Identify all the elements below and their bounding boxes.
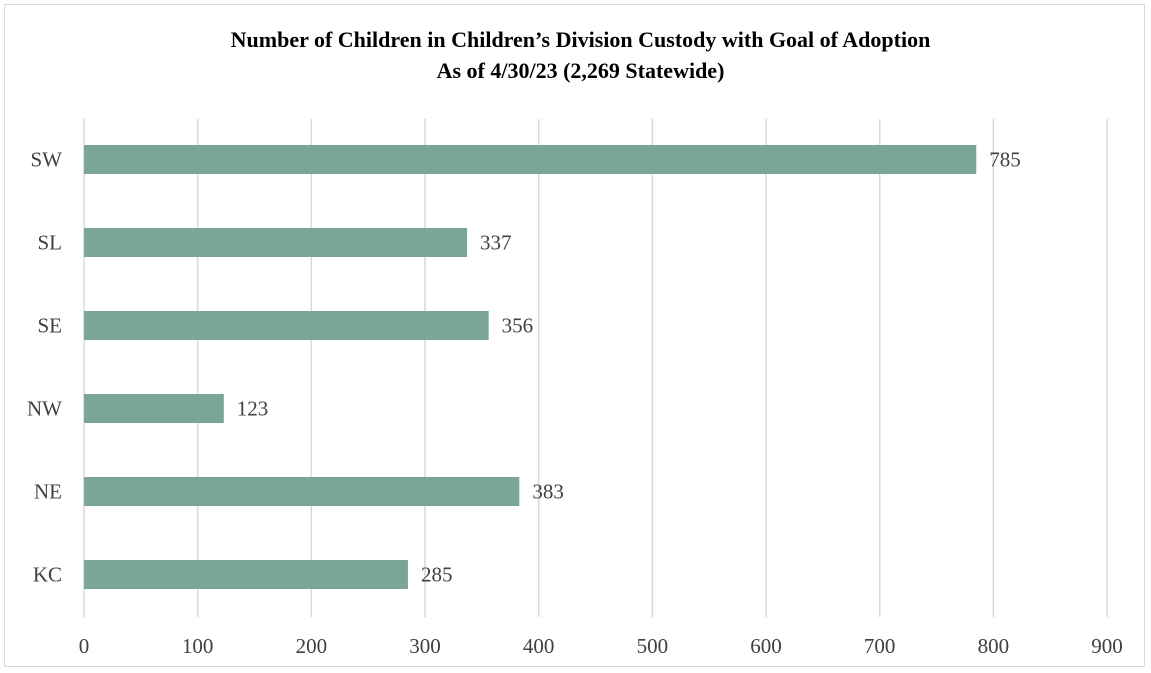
bar — [84, 477, 520, 506]
bars — [84, 145, 977, 589]
x-tick-label: 400 — [523, 634, 555, 658]
category-label: SL — [37, 231, 62, 255]
category-label: SW — [31, 148, 63, 172]
chart-subtitle: As of 4/30/23 (2,269 Statewide) — [436, 58, 725, 83]
bar — [84, 394, 224, 423]
data-label: 337 — [480, 231, 512, 255]
data-label: 285 — [421, 563, 453, 587]
data-label: 383 — [532, 480, 564, 504]
value-axis: 0 100 200 300 400 500 600 700 800 900 — [79, 634, 1123, 658]
bar — [84, 560, 408, 589]
x-tick-label: 100 — [182, 634, 214, 658]
data-labels: 785 337 356 123 383 285 — [237, 148, 1021, 587]
chart-title-block: Number of Children in Children’s Divisio… — [0, 24, 1151, 86]
category-label: KC — [33, 563, 62, 587]
bar — [84, 228, 468, 257]
x-tick-label: 600 — [750, 634, 782, 658]
gridlines — [83, 119, 1108, 617]
x-tick-label: 500 — [637, 634, 669, 658]
category-label: SE — [37, 314, 62, 338]
x-tick-label: 300 — [409, 634, 441, 658]
x-tick-label: 200 — [296, 634, 328, 658]
data-label: 356 — [502, 314, 534, 338]
x-tick-label: 800 — [978, 634, 1010, 658]
data-label: 785 — [989, 148, 1021, 172]
category-axis: SW SL SE NW NE KC — [27, 148, 62, 587]
bar — [84, 145, 977, 174]
category-label: NE — [34, 480, 62, 504]
category-label: NW — [27, 397, 62, 421]
x-tick-label: 700 — [864, 634, 896, 658]
data-label: 123 — [237, 397, 269, 421]
x-tick-label: 0 — [79, 634, 90, 658]
chart-title: Number of Children in Children’s Divisio… — [230, 27, 931, 52]
bar — [84, 311, 489, 340]
x-tick-label: 900 — [1091, 634, 1123, 658]
